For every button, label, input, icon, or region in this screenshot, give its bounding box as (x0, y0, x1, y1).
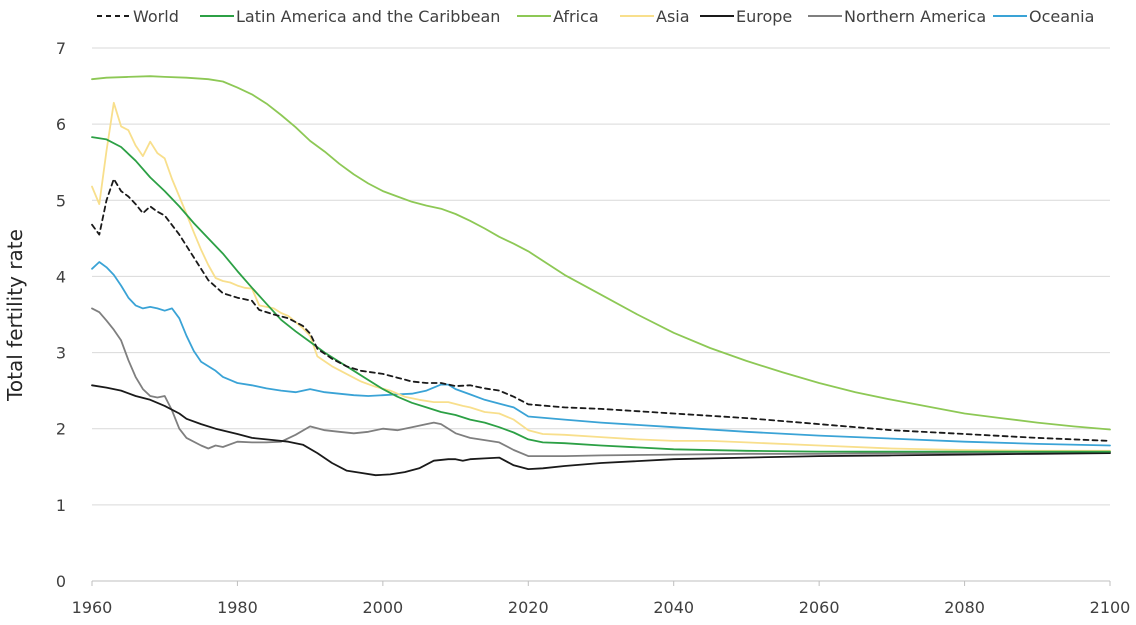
y-tick-label: 7 (56, 39, 66, 58)
series-line-europe (91, 384, 1111, 477)
x-tick-label: 2020 (508, 598, 549, 617)
y-tick-label: 5 (56, 191, 66, 210)
legend-label-africa: Africa (553, 7, 599, 26)
series-line-world (91, 178, 1111, 442)
x-tick-label: 1980 (217, 598, 258, 617)
y-axis: 0 1 2 3 4 5 6 7 (56, 39, 66, 591)
x-tick-label: 2000 (362, 598, 403, 617)
y-tick-label: 4 (56, 267, 66, 286)
x-tick-label: 2100 (1090, 598, 1131, 617)
legend-label-oceania: Oceania (1029, 7, 1094, 26)
x-tick-label: 2060 (799, 598, 840, 617)
legend-label-europe: Europe (736, 7, 792, 26)
series-lines (91, 75, 1111, 477)
y-tick-label: 0 (56, 572, 66, 591)
y-axis-title: Total fertility rate (3, 229, 27, 402)
y-tick-label: 2 (56, 420, 66, 439)
y-tick-label: 6 (56, 115, 66, 134)
x-axis: 1960 1980 2000 2020 2040 2060 2080 2100 (72, 580, 1131, 617)
series-line-oceania (91, 261, 1111, 447)
legend-label-asia: Asia (656, 7, 690, 26)
series-line-africa (91, 75, 1111, 431)
legend: World Latin America and the Caribbean Afri… (97, 7, 1094, 26)
legend-label-world: World (133, 7, 179, 26)
x-tick-label: 1960 (72, 598, 113, 617)
legend-label-northern-america: Northern America (844, 7, 986, 26)
gridlines (92, 47, 1110, 506)
x-tick-label: 2040 (653, 598, 694, 617)
series-line-latin-america-and-the-caribbean (91, 136, 1111, 453)
x-tick-label: 2080 (944, 598, 985, 617)
y-tick-label: 1 (56, 496, 66, 515)
series-line-northern-america (91, 307, 1111, 457)
series-line-asia (91, 101, 1111, 452)
y-tick-label: 3 (56, 344, 66, 363)
legend-label-latin-america-and-the-caribbean: Latin America and the Caribbean (236, 7, 500, 26)
